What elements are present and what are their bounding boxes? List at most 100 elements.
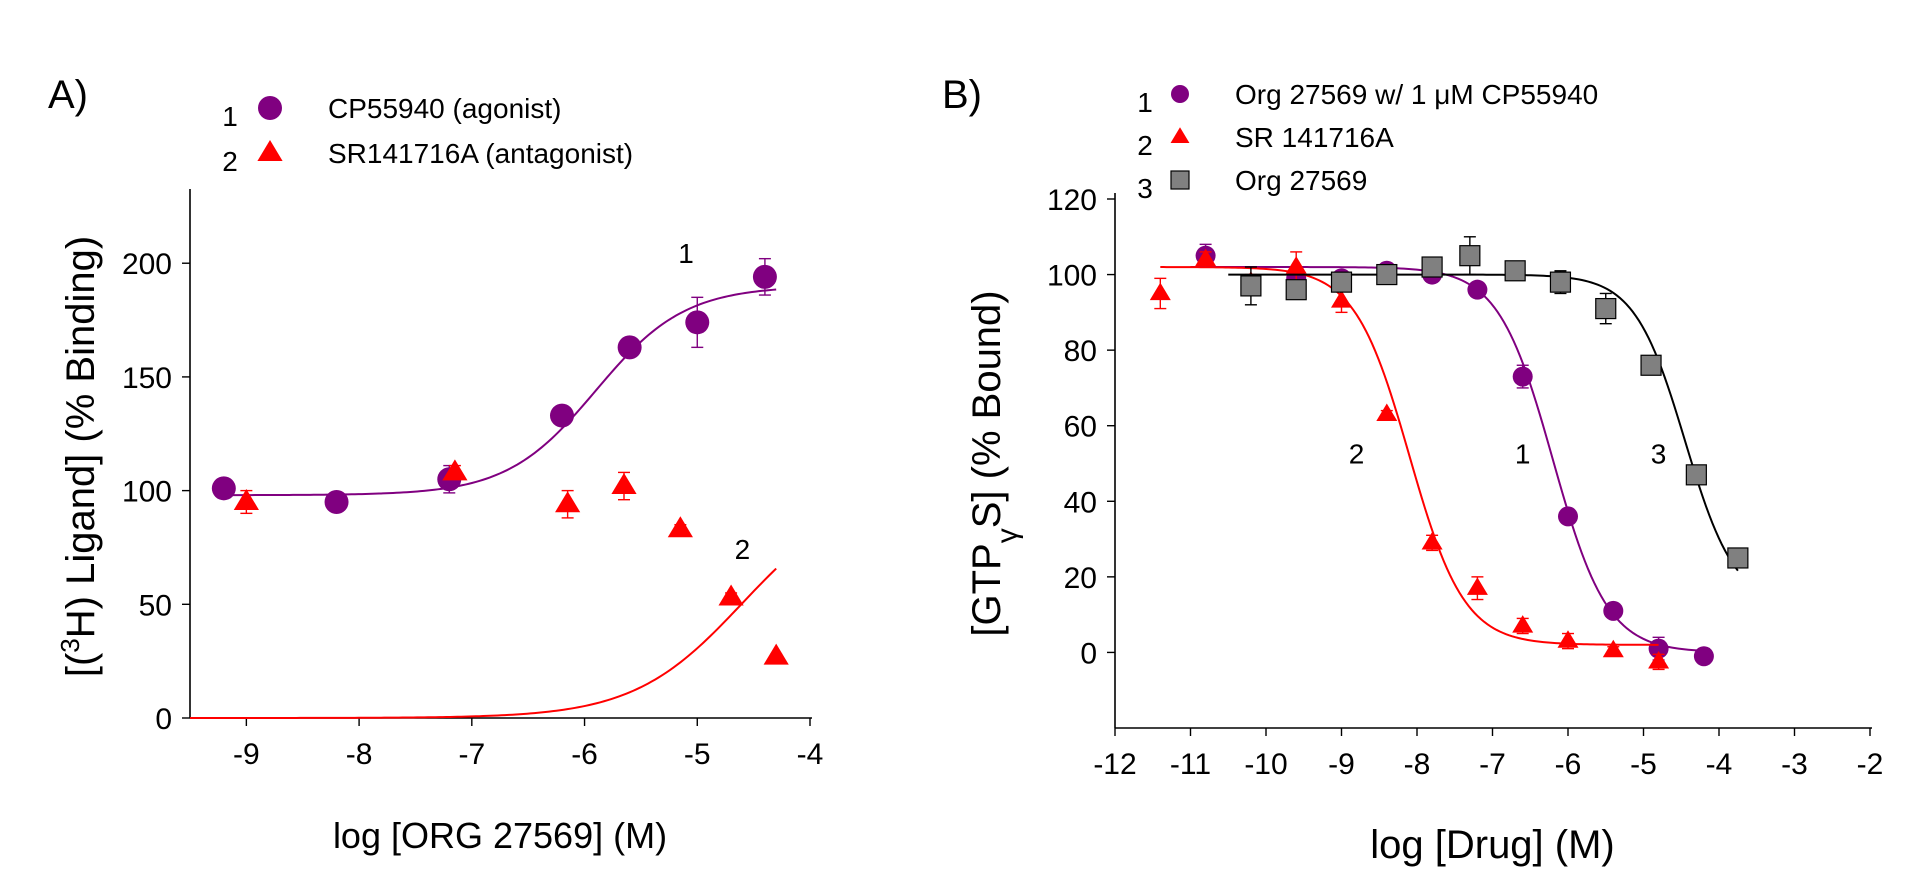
- legend-entry-label: Org 27569: [1235, 165, 1367, 196]
- fit-curve-1: [223, 288, 777, 497]
- curve-label: 2: [1349, 439, 1365, 470]
- legend-marker-square: [1170, 170, 1190, 190]
- series-1: 1: [211, 238, 777, 514]
- data-point-triangle: [1466, 577, 1488, 595]
- y-tick-label: 100: [1047, 260, 1097, 293]
- series-2: 2: [190, 459, 789, 719]
- legend-number: 2: [222, 146, 238, 177]
- y-tick-label: 50: [139, 589, 172, 622]
- data-point-triangle: [1331, 290, 1352, 308]
- data-point-square: [1240, 275, 1262, 297]
- chart-panel-b: B) -12 -11 -10 -9 -8 -7 -6 -5 -4 -3 -2 0 20 40 60 80 100 1…: [942, 73, 1883, 867]
- y-tick-label: 120: [1047, 184, 1097, 217]
- data-point-square: [1285, 279, 1307, 301]
- y-tick-label: 100: [122, 476, 172, 509]
- x-axis-title: log [Drug] (M): [1370, 823, 1615, 867]
- legend-entry-label: CP55940 (agonist): [328, 93, 561, 124]
- y-axis-title-part: S] (% Bound): [965, 290, 1009, 528]
- legend-marker-circle: [258, 96, 282, 120]
- fit-curve-2: [190, 567, 777, 719]
- y-axis-title-part: 3: [55, 638, 85, 652]
- data-point-triangle: [1195, 248, 1217, 267]
- series-2: 2: [1149, 248, 1670, 671]
- x-tick-label: -8: [346, 738, 373, 771]
- data-point-square: [1640, 354, 1662, 376]
- data-point-square: [1595, 297, 1617, 320]
- data-point-triangle: [763, 643, 789, 665]
- series-3: 3: [1228, 236, 1749, 572]
- data-point-triangle: [1512, 615, 1534, 633]
- legend-number: 2: [1137, 130, 1153, 161]
- y-axis-title-part: γ: [991, 528, 1024, 543]
- x-tick-label: -4: [797, 738, 824, 771]
- data-point-square: [1421, 256, 1443, 278]
- curve-label: 3: [1651, 439, 1667, 470]
- legend-number: 1: [1137, 87, 1153, 118]
- data-point-triangle: [1149, 282, 1171, 301]
- legend-marker-circle: [1171, 85, 1189, 103]
- y-tick-label: 20: [1064, 562, 1097, 595]
- x-tick-label: -5: [1630, 748, 1657, 781]
- y-axis-title-part: [(: [59, 652, 103, 677]
- data-point-circle: [324, 489, 349, 514]
- data-point-circle: [550, 403, 574, 428]
- data-point-triangle: [1376, 403, 1398, 422]
- x-tick-label: -4: [1706, 748, 1733, 781]
- data-point-square: [1549, 271, 1572, 293]
- data-point-triangle: [442, 459, 468, 481]
- y-tick-label: 60: [1064, 411, 1097, 444]
- data-point-circle: [685, 310, 710, 335]
- data-point-square: [1330, 271, 1353, 293]
- data-point-triangle: [667, 516, 693, 538]
- data-point-triangle: [1648, 651, 1670, 669]
- data-point-square: [1376, 263, 1398, 286]
- series-1: 1: [1190, 243, 1714, 667]
- x-tick-label: -12: [1093, 748, 1136, 781]
- x-tick-label: -10: [1244, 748, 1287, 781]
- x-tick-label: -11: [1170, 748, 1211, 781]
- data-point-circle: [1512, 366, 1533, 387]
- legend-number: 1: [222, 101, 238, 132]
- data-point-circle: [1603, 600, 1624, 621]
- data-point-square: [1504, 260, 1526, 282]
- data-point-circle: [1558, 506, 1578, 527]
- legend-marker-triangle: [1170, 127, 1190, 143]
- y-axis-title-part: H) Ligand] (% Binding): [59, 236, 103, 638]
- x-tick-label: -5: [684, 738, 711, 771]
- data-point-triangle: [611, 473, 637, 495]
- fit-curve-2: [1160, 266, 1659, 646]
- panel-label: A): [48, 73, 88, 117]
- data-point-circle: [211, 476, 236, 501]
- data-point-triangle: [718, 584, 744, 606]
- data-point-triangle: [1557, 630, 1579, 648]
- data-point-circle: [1467, 279, 1488, 300]
- data-point-triangle: [1602, 639, 1624, 658]
- panel-label: B): [942, 73, 982, 117]
- x-tick-label: -6: [1555, 748, 1582, 781]
- data-point-circle: [752, 264, 777, 289]
- fit-curve-3: [1228, 273, 1739, 572]
- curve-label: 1: [678, 238, 694, 269]
- data-point-triangle: [233, 488, 259, 510]
- data-point-square: [1459, 245, 1481, 267]
- x-tick-label: -6: [571, 738, 598, 771]
- curve-label: 1: [1515, 439, 1531, 470]
- y-tick-label: 80: [1064, 335, 1097, 368]
- x-tick-label: -9: [233, 738, 260, 771]
- legend-marker-triangle: [257, 139, 283, 161]
- y-axis-title: [(3H) Ligand] (% Binding): [55, 236, 103, 677]
- data-point-square: [1685, 464, 1707, 486]
- data-point-triangle: [1285, 256, 1307, 274]
- legend-entry-label: SR141716A (antagonist): [328, 138, 633, 169]
- data-point-triangle: [1421, 532, 1443, 550]
- x-tick-label: -7: [1479, 748, 1506, 781]
- data-point-square: [1727, 547, 1749, 569]
- x-tick-label: -3: [1781, 748, 1808, 781]
- y-tick-label: 0: [1080, 637, 1097, 670]
- legend-number: 3: [1137, 173, 1153, 204]
- curve-label: 2: [735, 534, 751, 565]
- x-axis-title: log [ORG 27569] (M): [333, 815, 667, 856]
- x-tick-label: -2: [1857, 748, 1884, 781]
- data-point-circle: [617, 335, 642, 360]
